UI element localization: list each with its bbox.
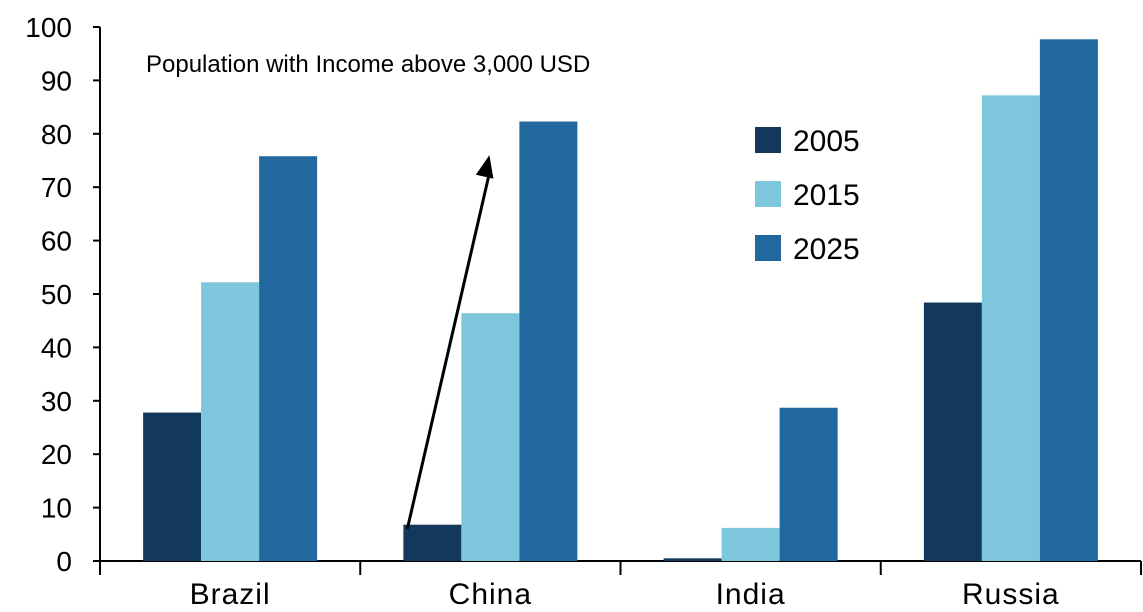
y-tick-label: 0: [56, 546, 72, 577]
bar-russia-2005: [923, 302, 982, 561]
bar-india-2025: [779, 407, 838, 561]
y-tick-label: 20: [41, 439, 72, 470]
y-tick-label: 90: [41, 65, 72, 96]
x-axis: Brazil China India Russia: [99, 560, 1142, 611]
chart-title: Population with Income above 3,000 USD: [146, 51, 590, 78]
legend-swatch: [755, 235, 781, 261]
legend: 2005 2015 2025: [755, 125, 860, 266]
x-category-label: India: [716, 578, 786, 611]
legend-label: 2015: [793, 179, 860, 212]
y-tick-label: 30: [41, 386, 72, 417]
y-tick-label: 80: [41, 119, 72, 150]
annotation-arrow: [405, 155, 494, 530]
y-tick-label: 60: [41, 226, 72, 257]
arrow-shaft: [405, 172, 491, 530]
legend-swatch: [755, 181, 781, 207]
x-category-label: Russia: [962, 578, 1060, 611]
bar-india-2015: [721, 527, 780, 561]
bar-brazil-2005: [143, 412, 202, 561]
y-tick-label: 40: [41, 332, 72, 363]
legend-label: 2025: [793, 233, 860, 266]
legend-swatch: [755, 127, 781, 153]
bar-china-2025: [519, 121, 578, 561]
y-axis: 0 10 20 30 40 50 60 70 80 90 100: [25, 12, 101, 577]
bar-russia-2025: [1039, 39, 1098, 562]
x-category-label: China: [449, 578, 532, 611]
y-tick-label: 10: [41, 493, 72, 524]
y-tick-label: 50: [41, 279, 72, 310]
y-tick-label: 70: [41, 172, 72, 203]
x-category-label: Brazil: [190, 578, 271, 611]
bar-brazil-2015: [201, 282, 260, 561]
legend-label: 2005: [793, 125, 860, 158]
bar-russia-2015: [981, 95, 1040, 562]
bar-brazil-2025: [259, 156, 318, 561]
bar-china-2005: [403, 524, 462, 561]
y-tick-label: 100: [25, 12, 72, 43]
arrow-head: [475, 155, 494, 179]
bar-india-2005: [663, 558, 722, 561]
bars: [143, 39, 1098, 562]
bar-china-2015: [461, 313, 520, 561]
